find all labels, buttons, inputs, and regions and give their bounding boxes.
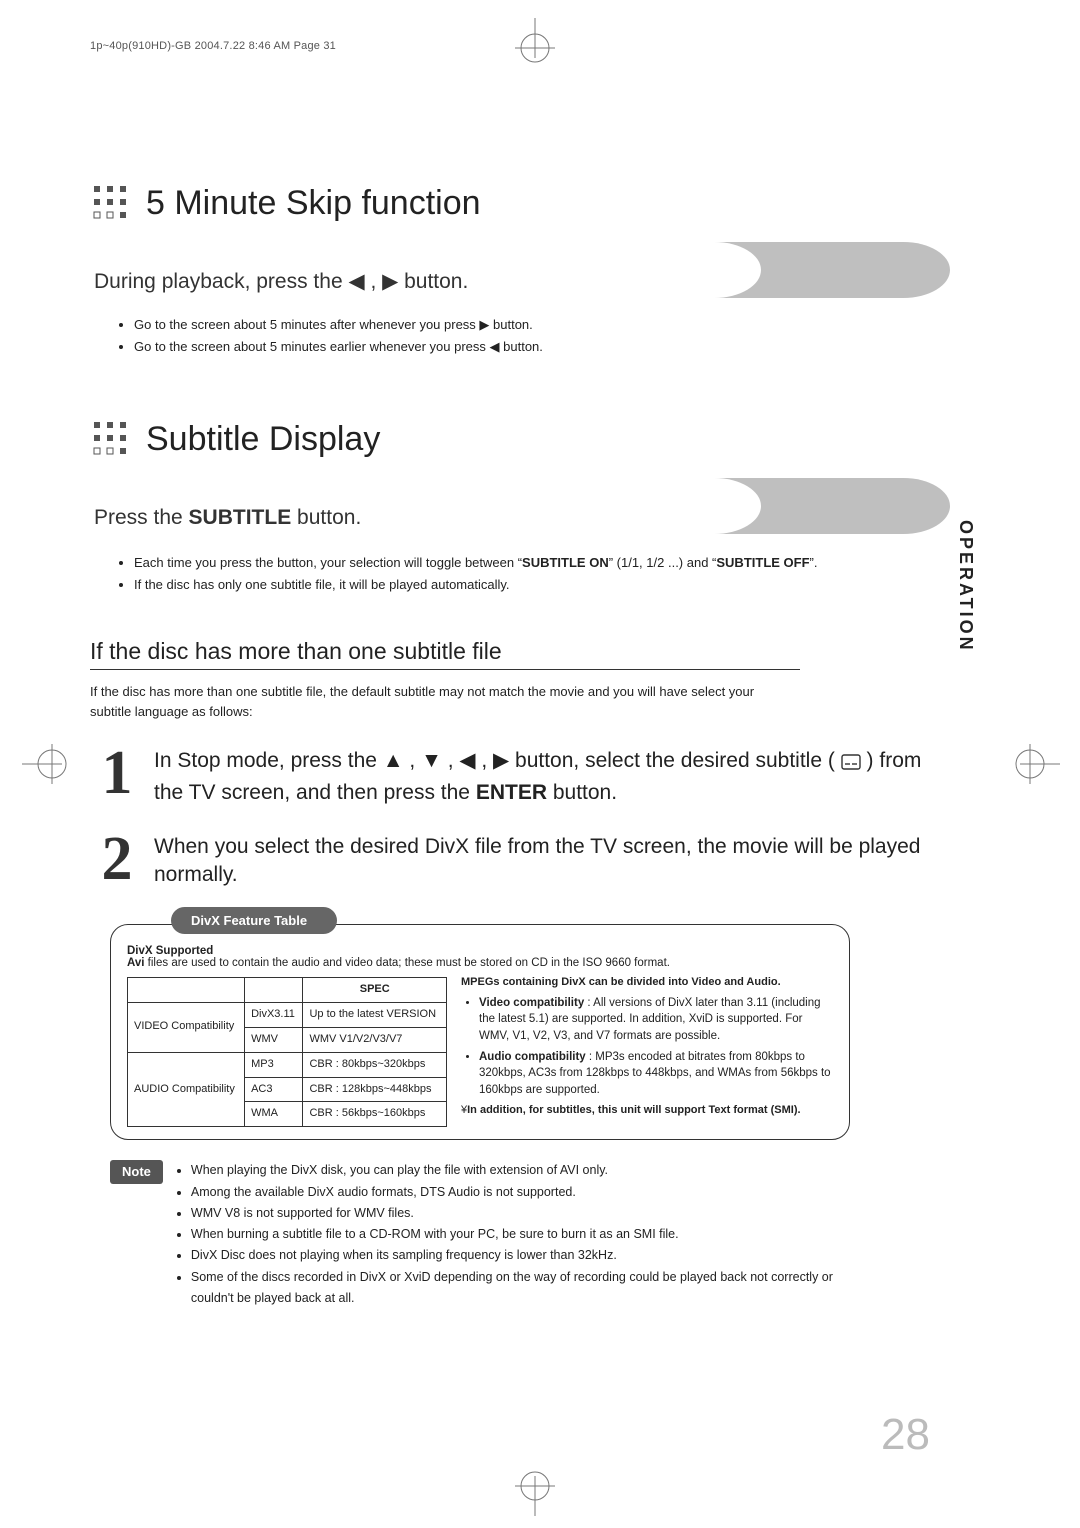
- note-item: Among the available DivX audio formats, …: [191, 1182, 850, 1203]
- section-title-skip: 5 Minute Skip function: [146, 184, 481, 223]
- feature-right-text: MPEGs containing DivX can be divided int…: [461, 969, 833, 1128]
- note-item: WMV V8 is not supported for WMV files.: [191, 1203, 850, 1224]
- skip-bullet-1: Go to the screen about 5 minutes after w…: [134, 314, 950, 336]
- section-title-subtitle: Subtitle Display: [146, 420, 380, 459]
- section-skip: 5 Minute Skip function During playback, …: [90, 182, 950, 358]
- subtitle-bullet-1: Each time you press the button, your sel…: [134, 552, 950, 574]
- subhead-multi-subtitle: If the disc has more than one subtitle f…: [90, 638, 800, 670]
- step-2: 2 When you select the desired DivX file …: [90, 833, 950, 890]
- section-icon: [90, 182, 132, 224]
- side-tab-operation: OPERATION: [955, 520, 976, 653]
- spec-table: SPEC VIDEO CompatibilityDivX3.11Up to th…: [127, 977, 447, 1128]
- page-number: 28: [881, 1410, 930, 1460]
- note-item: When playing the DivX disk, you can play…: [191, 1160, 850, 1181]
- section-subtitle: Subtitle Display Press the SUBTITLE butt…: [90, 418, 950, 1309]
- note-item: DivX Disc does not playing when its samp…: [191, 1245, 850, 1266]
- banner-text-skip: During playback, press the ◀ , ▶ button.: [94, 269, 468, 294]
- running-head: 1p~40p(910HD)-GB 2004.7.22 8:46 AM Page …: [90, 40, 950, 52]
- note-badge: Note: [110, 1160, 163, 1184]
- crop-mark-right: [1000, 734, 1060, 794]
- divx-supported-line: DivX Supported Avi files are used to con…: [127, 945, 833, 969]
- step-number-1: 1: [90, 747, 144, 800]
- step-2-text: When you select the desired DivX file fr…: [154, 833, 950, 890]
- step-1: 1 In Stop mode, press the ▲ , ▼ , ◀ , ▶ …: [90, 747, 950, 807]
- divx-feature-tab: DivX Feature Table: [171, 907, 337, 934]
- subtitle-file-icon: [841, 750, 861, 778]
- note-block: Note When playing the DivX disk, you can…: [110, 1160, 850, 1309]
- subhead-intro: If the disc has more than one subtitle f…: [90, 682, 790, 721]
- step-1-text: In Stop mode, press the ▲ , ▼ , ◀ , ▶ bu…: [154, 747, 950, 807]
- skip-bullet-2: Go to the screen about 5 minutes earlier…: [134, 336, 950, 358]
- divx-feature-box: DivX Feature Table DivX Supported Avi fi…: [110, 924, 850, 1141]
- section-icon: [90, 418, 132, 460]
- note-item: When burning a subtitle file to a CD-ROM…: [191, 1224, 850, 1245]
- subtitle-bullet-2: If the disc has only one subtitle file, …: [134, 574, 950, 596]
- note-item: Some of the discs recorded in DivX or Xv…: [191, 1267, 850, 1310]
- step-number-2: 2: [90, 833, 144, 886]
- banner-text-subtitle: Press the SUBTITLE button.: [94, 506, 361, 530]
- crop-mark-left: [22, 734, 82, 794]
